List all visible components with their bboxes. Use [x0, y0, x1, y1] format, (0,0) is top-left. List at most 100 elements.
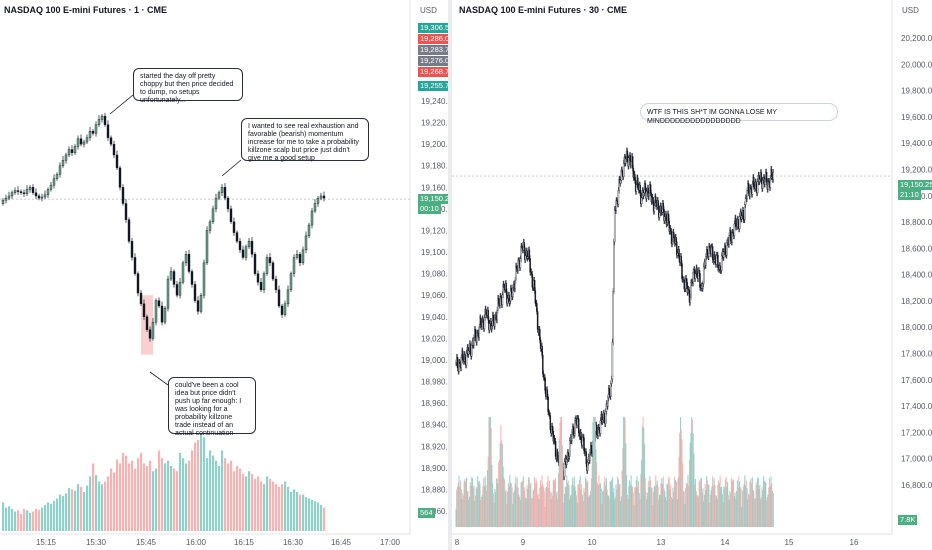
left-candle-body [202, 262, 206, 296]
right-candle-body [683, 279, 685, 290]
right-volume-bar [641, 460, 643, 527]
right-volume-bar [768, 487, 770, 527]
right-volume-bar [536, 481, 538, 527]
right-volume-bar [690, 432, 692, 527]
right-candle-body [649, 184, 652, 194]
left-candle-body [85, 137, 89, 143]
right-candle-body [667, 213, 670, 222]
right-volume-bar [517, 487, 519, 527]
left-candle-body [178, 282, 182, 296]
left-candle-body [4, 197, 8, 201]
note-wtf[interactable]: WTF IS THIS SH*T IM GONNA LOSE MY MINDDD… [640, 103, 838, 125]
right-candle-body [478, 326, 480, 338]
right-volume-bar [680, 429, 682, 527]
right-volume-bar [700, 478, 702, 527]
right-volume-bar [504, 479, 506, 527]
right-volume-bar [691, 417, 693, 527]
right-volume-bar [771, 483, 773, 527]
right-volume-bar [697, 495, 699, 527]
left-volume-bar [74, 490, 77, 531]
left-candle-body [217, 192, 221, 199]
right-x-tick: 14 [721, 538, 730, 547]
right-candle-body [527, 256, 529, 259]
left-volume-bar [266, 476, 269, 531]
right-volume-bar [647, 480, 649, 527]
right-volume-bar [770, 476, 772, 527]
right-candle-body [705, 256, 707, 266]
left-volume-bar [317, 502, 320, 531]
right-chart-panel[interactable]: 20,200.00 20,000.00 19,800.00 19,600.00 19,4… [452, 0, 932, 550]
right-volume-bar [469, 482, 471, 527]
right-candle-body [666, 222, 668, 225]
right-volume-bar [630, 475, 632, 527]
right-volume-bar [659, 494, 661, 527]
right-volume-bar [716, 499, 718, 527]
right-volume-bar [724, 487, 726, 527]
right-volume-bar [590, 491, 592, 527]
left-volume-bar [44, 505, 47, 531]
left-candle-body [208, 221, 212, 231]
right-volume-bar [592, 422, 594, 527]
left-volume-bar [14, 511, 17, 531]
right-volume-bar [599, 483, 601, 527]
left-volume-bar [29, 512, 32, 531]
left-volume-bar [65, 493, 68, 531]
right-volume-bar [465, 482, 467, 527]
note-exhaustion[interactable]: I wanted to see real exhaustion and favo… [241, 118, 369, 162]
right-volume-bar [711, 486, 713, 527]
left-volume-bar [281, 484, 284, 531]
right-volume-bar [610, 481, 612, 527]
left-volume-bar [113, 472, 116, 531]
right-volume-bar [585, 478, 587, 527]
right-volume-bar [729, 491, 731, 527]
right-volume-bar [704, 483, 706, 527]
right-volume-bar [500, 425, 502, 527]
right-volume-bar [726, 486, 728, 527]
left-candle-body [58, 165, 62, 175]
left-candle-body [52, 178, 56, 186]
left-volume-bar [152, 471, 155, 531]
right-y-tick: 16,800.00 [901, 481, 932, 490]
right-x-tick: 15 [785, 538, 794, 547]
right-volume-bar [477, 481, 479, 527]
right-volume-bar [541, 475, 543, 527]
note-cool-idea[interactable]: could've been a cool idea but price didn… [168, 377, 256, 437]
left-volume-bar [221, 450, 224, 531]
left-volume-bar [68, 488, 71, 531]
left-volume-bar [236, 466, 239, 531]
right-volume-bar [505, 489, 507, 527]
left-candle-body [46, 189, 50, 196]
left-chart-canvas[interactable]: 19,240.00 19,220.00 19,200.00 19,180.00 19,1… [0, 0, 448, 550]
right-chart-canvas[interactable]: 20,200.00 20,000.00 19,800.00 19,600.00 19,4… [452, 0, 932, 550]
left-volume-bar [143, 463, 146, 531]
right-volume-bar [701, 492, 703, 527]
left-volume-bar [308, 498, 311, 531]
left-volume-bar [101, 484, 104, 531]
right-volume-bar [520, 482, 522, 527]
left-volume-bar [197, 440, 200, 531]
right-candle-body [628, 157, 630, 167]
right-volume-bar [495, 491, 497, 527]
left-y-tick: 19,200.00 [421, 140, 448, 149]
left-volume-bar [248, 471, 251, 531]
panel-divider[interactable] [448, 0, 452, 550]
right-volume-bar [456, 486, 458, 527]
right-candle-body [482, 318, 484, 323]
right-candle-body [676, 241, 678, 256]
left-volume-bar [320, 505, 323, 531]
right-volume-bar [584, 492, 586, 527]
right-volume-bar [692, 433, 694, 527]
left-chart-panel[interactable]: 19,240.00 19,220.00 19,200.00 19,180.00 19,1… [0, 0, 448, 550]
right-candle-body [544, 377, 546, 391]
right-volume-bar [643, 427, 645, 527]
note-choppy-start[interactable]: started the day off pretty choppy but th… [133, 68, 243, 104]
left-volume-bar [62, 495, 65, 531]
right-x-tick: 10 [588, 538, 597, 547]
right-volume-bar [682, 491, 684, 527]
right-volume-bar [561, 417, 563, 527]
left-candle-body [22, 192, 26, 194]
right-volume-bar [636, 476, 638, 527]
right-volume-bar [760, 497, 762, 527]
right-volume-bar [555, 478, 557, 527]
left-volume-bar [239, 468, 242, 531]
